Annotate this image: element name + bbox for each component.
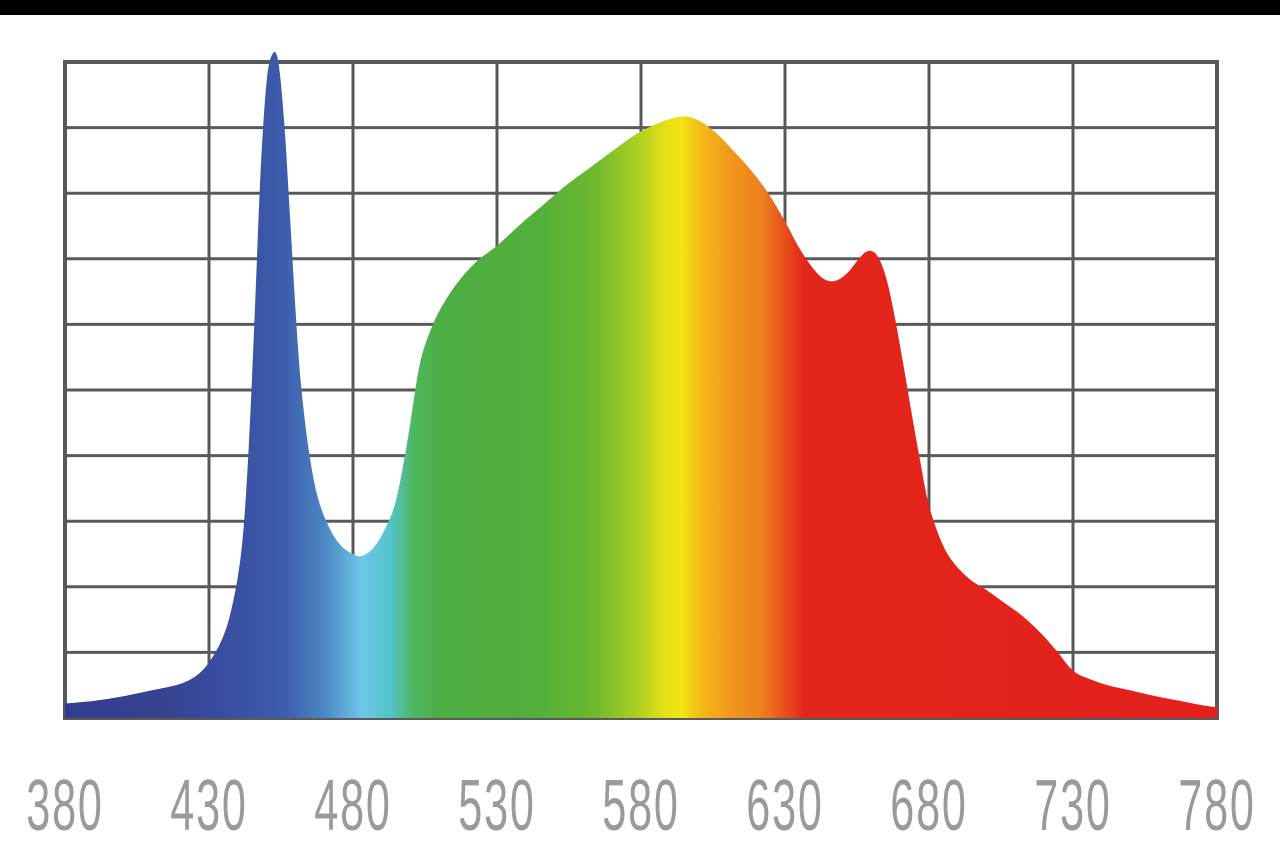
spectrum-curve [65,51,1217,718]
top-black-bar [0,0,1280,15]
